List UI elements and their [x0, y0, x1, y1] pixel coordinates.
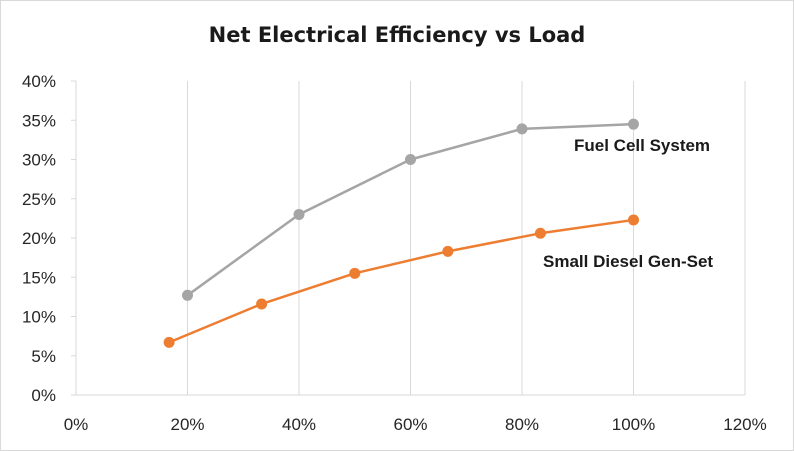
- data-point: [405, 154, 416, 165]
- data-point: [628, 118, 639, 130]
- data-point: [516, 123, 528, 135]
- data-point: [256, 298, 268, 310]
- x-tick-label: 80%: [505, 415, 539, 434]
- x-tick-label: 120%: [723, 415, 766, 434]
- series-label: Fuel Cell System: [574, 136, 710, 155]
- chart-title: Net Electrical Efficiency vs Load: [208, 23, 586, 47]
- y-tick-label: 40%: [22, 72, 56, 91]
- axis-layer: [71, 80, 745, 396]
- y-tick-label: 30%: [22, 151, 56, 170]
- data-point: [442, 245, 454, 257]
- data-point: [293, 208, 305, 220]
- data-point: [182, 289, 193, 301]
- y-tick-label: 25%: [22, 190, 56, 209]
- x-tick-label: 0%: [64, 415, 89, 434]
- y-tick-label: 20%: [22, 229, 56, 248]
- label-layer: 0% 20% 40% 60% 80% 100% 120% 0% 5% 10% 15% 20% 25% 30…: [22, 72, 767, 434]
- y-tick-label: 0%: [31, 386, 56, 405]
- data-point: [163, 336, 175, 348]
- x-tick-label: 20%: [170, 415, 204, 434]
- data-point: [628, 214, 639, 226]
- series-line: [168, 218, 634, 344]
- y-tick-label: 35%: [22, 111, 56, 130]
- data-point: [534, 227, 546, 239]
- y-tick-label: 5%: [31, 347, 56, 366]
- grid-layer: [187, 81, 746, 395]
- data-point: [349, 267, 361, 279]
- y-tick-label: 15%: [22, 268, 56, 287]
- x-tick-label: 100%: [612, 415, 655, 434]
- y-tick-label: 10%: [22, 308, 56, 327]
- x-tick-label: 60%: [393, 415, 427, 434]
- x-tick-label: 40%: [282, 415, 316, 434]
- series-layer: [163, 118, 639, 348]
- series-label: Small Diesel Gen-Set: [543, 252, 713, 271]
